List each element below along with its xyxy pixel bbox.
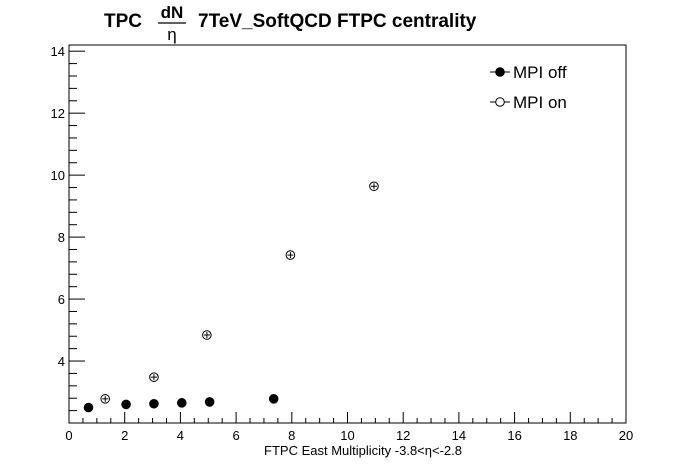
x-axis-label: FTPC East Multiplicity -3.8<η<-2.8 — [264, 443, 462, 458]
y-tick-label: 8 — [58, 230, 65, 245]
data-point — [202, 330, 212, 340]
x-tick-label: 4 — [177, 428, 184, 443]
x-tick-label: 6 — [232, 428, 239, 443]
y-tick-label: 6 — [58, 292, 65, 307]
legend-item-mpi-off: MPI off — [490, 63, 567, 82]
data-point — [204, 397, 215, 407]
chart-title: TPC dN η 7TeV_SoftQCD FTPC centrality — [104, 3, 477, 44]
filled-circle-marker — [83, 402, 94, 413]
x-tick-label: 0 — [65, 428, 72, 443]
title-fraction-numerator: dN — [161, 3, 184, 22]
data-point — [149, 372, 159, 382]
x-axis: 0 2 4 6 8 10 12 14 16 18 20 — [65, 412, 633, 443]
data-point — [83, 402, 94, 413]
x-tick-label: 12 — [396, 428, 410, 443]
data-point — [369, 181, 379, 192]
y-tick-label: 12 — [51, 106, 65, 121]
y-axis: 4 6 8 10 12 14 — [51, 44, 85, 412]
title-prefix: TPC — [104, 11, 142, 32]
data-points — [83, 181, 379, 413]
series-mpi-on — [100, 181, 379, 404]
legend-marker-filled-circle — [495, 67, 505, 77]
x-tick-label: 10 — [340, 428, 354, 443]
x-tick-label: 20 — [619, 428, 633, 443]
filled-circle-marker — [204, 397, 215, 407]
legend-label: MPI off — [513, 63, 567, 82]
filled-circle-marker — [268, 394, 279, 404]
legend-label: MPI on — [513, 93, 567, 112]
legend-item-mpi-on: MPI on — [490, 93, 567, 112]
data-point — [121, 399, 131, 410]
filled-circle-marker — [149, 398, 159, 409]
data-point — [149, 398, 159, 409]
y-tick-label: 14 — [51, 44, 65, 59]
title-fraction-denominator: η — [167, 25, 176, 44]
x-tick-label: 2 — [121, 428, 128, 443]
x-tick-label: 8 — [288, 428, 295, 443]
data-point — [100, 394, 111, 404]
series-mpi-off — [83, 394, 279, 413]
data-point — [268, 394, 279, 404]
x-tick-label: 18 — [563, 428, 577, 443]
y-tick-label: 4 — [58, 354, 65, 369]
filled-circle-marker — [121, 399, 131, 410]
data-point — [285, 250, 296, 260]
data-point — [176, 398, 187, 408]
title-suffix: 7TeV_SoftQCD FTPC centrality — [198, 11, 477, 32]
legend-marker-open-circle — [495, 97, 505, 107]
filled-circle-marker — [176, 398, 187, 408]
x-tick-label: 16 — [507, 428, 521, 443]
y-tick-label: 10 — [51, 168, 65, 183]
legend: MPI off MPI on — [490, 63, 567, 112]
x-tick-label: 14 — [452, 428, 466, 443]
